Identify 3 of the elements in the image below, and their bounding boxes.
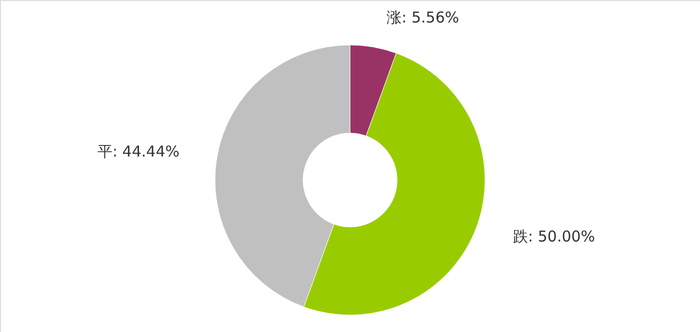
slice-label: 涨: 5.56% [386, 8, 460, 27]
slice-label: 平: 44.44% [97, 142, 180, 160]
slice-label: 跌: 50.00% [513, 227, 596, 246]
